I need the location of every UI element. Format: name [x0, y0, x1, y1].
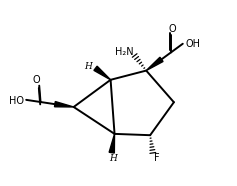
Polygon shape — [55, 102, 74, 107]
Text: H: H — [84, 62, 92, 71]
Polygon shape — [94, 66, 111, 80]
Text: OH: OH — [185, 39, 200, 49]
Polygon shape — [109, 134, 114, 153]
Text: H₂N: H₂N — [115, 46, 134, 57]
Text: F: F — [154, 153, 160, 163]
Text: O: O — [169, 24, 176, 34]
Polygon shape — [146, 57, 163, 70]
Text: O: O — [33, 75, 40, 85]
Text: H: H — [109, 154, 117, 163]
Text: HO: HO — [9, 96, 24, 106]
